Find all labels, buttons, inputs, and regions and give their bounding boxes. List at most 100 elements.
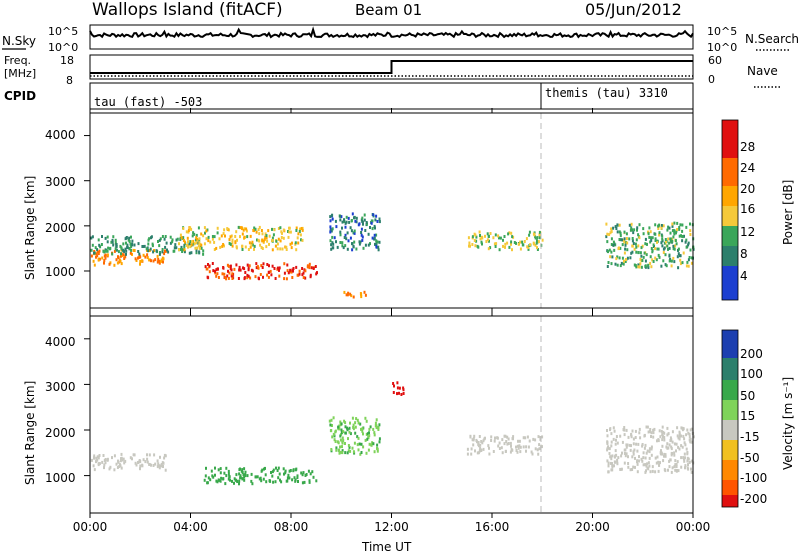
velocity-cell bbox=[615, 435, 618, 438]
velocity-cell bbox=[260, 469, 263, 473]
power-cell bbox=[93, 263, 96, 267]
power-cell bbox=[125, 249, 128, 253]
velocity-cell bbox=[246, 474, 249, 478]
velocity-cell bbox=[663, 438, 666, 442]
power-cell bbox=[157, 257, 160, 261]
power-cell bbox=[625, 240, 627, 244]
power-cell bbox=[621, 256, 624, 260]
velocity-cell bbox=[113, 468, 116, 472]
velocity-cell bbox=[146, 453, 148, 457]
power-cell bbox=[609, 255, 612, 259]
power-cell bbox=[243, 267, 246, 271]
velocity-cell bbox=[625, 428, 628, 432]
velocity-cell bbox=[359, 422, 362, 426]
power-cell bbox=[222, 266, 225, 269]
power-cell bbox=[370, 221, 373, 225]
power-cell bbox=[355, 216, 358, 220]
velocity-cell bbox=[239, 476, 242, 480]
power-cell bbox=[536, 246, 538, 250]
power-cell bbox=[181, 248, 183, 252]
power-cell bbox=[639, 257, 642, 261]
velocity-cell bbox=[627, 455, 629, 459]
velocity-cell bbox=[470, 447, 473, 451]
power-cell bbox=[508, 245, 511, 249]
velocity-cell bbox=[492, 450, 495, 453]
velocity-cell bbox=[608, 452, 611, 455]
velocity-cell bbox=[360, 442, 363, 446]
velocity-cell bbox=[534, 438, 537, 442]
power-cell bbox=[104, 236, 107, 240]
power-cell bbox=[227, 276, 230, 280]
power-cell bbox=[183, 240, 186, 244]
velocity-cell bbox=[373, 431, 376, 435]
power-cell bbox=[272, 233, 275, 237]
velocity-cell bbox=[243, 478, 246, 482]
power-cell bbox=[216, 267, 219, 271]
power-cell bbox=[146, 253, 149, 257]
power-cell bbox=[481, 242, 483, 246]
velocity-cell bbox=[656, 455, 659, 459]
power-cell bbox=[163, 237, 166, 241]
power-cell bbox=[687, 243, 690, 247]
velocity-cell bbox=[220, 476, 223, 480]
power-cell bbox=[674, 239, 677, 242]
power-panel-frame bbox=[89, 112, 694, 309]
power-cell bbox=[678, 227, 681, 231]
velocity-cell bbox=[644, 456, 647, 460]
velocity-cell bbox=[475, 438, 478, 442]
velocity-cell bbox=[660, 449, 662, 453]
power-cell bbox=[502, 238, 504, 242]
power-cell bbox=[107, 246, 110, 250]
power-cell bbox=[374, 226, 376, 230]
velocity-cell bbox=[687, 463, 689, 467]
power-cbar-tick-16: 16 bbox=[740, 202, 755, 216]
cpid-program-1: tau (fast) -503 bbox=[94, 95, 202, 109]
velocity-cell bbox=[650, 431, 653, 435]
velocity-cell bbox=[505, 440, 508, 443]
velocity-cell bbox=[652, 428, 655, 432]
power-cell bbox=[345, 293, 348, 297]
power-cell bbox=[673, 221, 676, 225]
power-cell bbox=[162, 260, 164, 264]
velocity-cell bbox=[348, 445, 351, 449]
power-cell bbox=[274, 244, 277, 248]
power-cell bbox=[673, 229, 676, 233]
velocity-cell bbox=[264, 473, 267, 477]
velocity-cell bbox=[288, 476, 291, 480]
power-cell bbox=[679, 258, 682, 262]
power-cell bbox=[224, 276, 227, 280]
power-cell bbox=[115, 244, 118, 248]
velocity-cell bbox=[678, 447, 681, 451]
power-cell bbox=[535, 241, 538, 245]
velocity-cell bbox=[329, 423, 332, 427]
power-cell bbox=[670, 264, 673, 268]
power-cell bbox=[130, 245, 133, 249]
power-cell bbox=[660, 241, 663, 245]
power-cell bbox=[259, 273, 262, 276]
power-cell bbox=[642, 232, 645, 236]
power-cell bbox=[347, 216, 350, 220]
velocity-cell bbox=[285, 479, 288, 483]
power-cell bbox=[367, 243, 370, 247]
velocity-cell bbox=[364, 416, 367, 420]
velocity-cell bbox=[496, 436, 499, 440]
velocity-cell bbox=[162, 461, 165, 465]
power-cell bbox=[279, 239, 282, 243]
velocity-cell bbox=[616, 441, 619, 445]
power-cell bbox=[262, 275, 264, 279]
power-cell bbox=[221, 272, 224, 276]
power-cell bbox=[255, 230, 258, 234]
velocity-cell bbox=[471, 438, 474, 442]
power-cell bbox=[200, 243, 203, 247]
power-cell bbox=[249, 276, 252, 280]
power-cell bbox=[206, 275, 209, 279]
power-cell bbox=[660, 226, 663, 230]
power-cell bbox=[290, 270, 293, 274]
velocity-cell bbox=[674, 459, 677, 463]
power-cell bbox=[97, 238, 100, 242]
velocity-cell bbox=[359, 452, 362, 456]
power-cell bbox=[521, 240, 524, 244]
power-cell bbox=[643, 251, 646, 255]
velocity-cell bbox=[623, 452, 626, 455]
power-cell bbox=[681, 235, 684, 238]
